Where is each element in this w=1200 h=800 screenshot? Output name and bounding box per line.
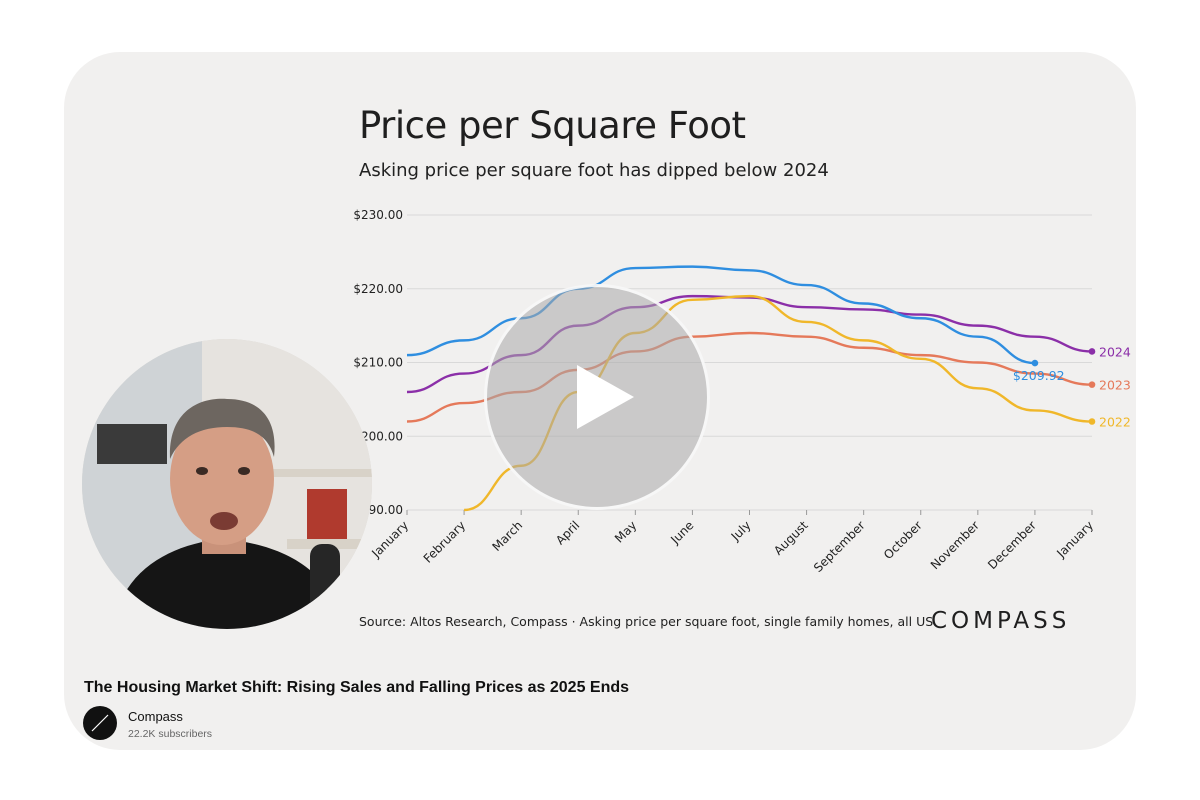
series-end-point [1088, 418, 1096, 425]
brand-logo: COMPASS [931, 608, 1071, 634]
series-end-point [1088, 381, 1096, 388]
series-end-point [1088, 348, 1096, 355]
presenter-webcam [82, 339, 372, 629]
video-player[interactable]: Price per Square Foot Asking price per s… [64, 52, 1136, 750]
channel-name[interactable]: Compass [128, 709, 183, 724]
x-tick-label: June [667, 518, 696, 547]
x-tick-label: February [421, 518, 469, 566]
y-tick-label: $210.00 [353, 356, 403, 370]
video-title[interactable]: The Housing Market Shift: Rising Sales a… [84, 679, 630, 696]
y-tick-label: $230.00 [353, 208, 403, 222]
series-end-point [1031, 359, 1039, 367]
slide: Price per Square Foot Asking price per s… [64, 52, 1136, 662]
series-end-label: 2023 [1099, 378, 1131, 393]
x-tick-label: November [928, 518, 982, 572]
y-tick-label: $220.00 [353, 282, 403, 296]
x-tick-label: January [1053, 518, 1096, 561]
series-end-label: $209.92 [1013, 368, 1065, 383]
x-tick-label: July [728, 518, 754, 544]
y-tick-label: $200.00 [353, 429, 403, 443]
play-button[interactable] [484, 284, 710, 510]
chart-source: Source: Altos Research, Compass · Asking… [359, 614, 938, 629]
x-tick-label: September [811, 518, 868, 575]
series-end-label: 2022 [1099, 415, 1131, 430]
x-tick-label: October [881, 518, 925, 562]
play-icon [577, 365, 634, 429]
slash-logo-icon [91, 714, 109, 732]
x-tick-label: March [490, 518, 526, 554]
x-tick-label: April [553, 518, 582, 547]
series-end-label: 2024 [1099, 344, 1131, 359]
x-tick-label: August [771, 518, 811, 558]
x-tick-label: May [612, 518, 639, 545]
chart-subtitle: Asking price per square foot has dipped … [359, 160, 829, 181]
subscriber-count: 22.2K subscribers [128, 728, 213, 740]
chart-title: Price per Square Foot [359, 104, 746, 147]
channel-avatar[interactable] [83, 706, 117, 740]
x-tick-label: January [368, 518, 411, 561]
x-tick-label: December [985, 518, 1039, 572]
